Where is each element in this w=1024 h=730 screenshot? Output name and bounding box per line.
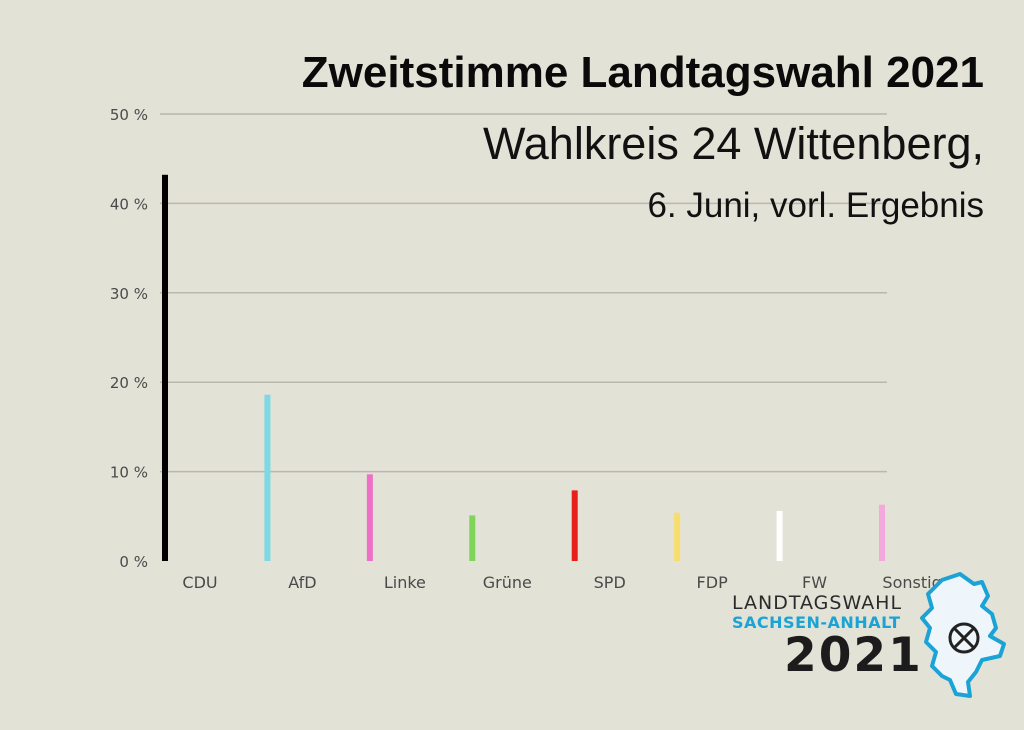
- bars: [162, 174, 885, 562]
- y-tick-label: 40 %: [110, 195, 148, 213]
- gridlines: [160, 113, 887, 473]
- logo-line-landtagswahl: LANDTAGSWAHL: [732, 592, 903, 614]
- bar-sonstige: [879, 504, 885, 561]
- x-tick-label: FDP: [697, 573, 729, 592]
- bar-fdp: [674, 512, 681, 561]
- bar-gr-ne: [469, 515, 476, 561]
- election-logo: LANDTAGSWAHL SACHSEN-ANHALT 2021: [724, 572, 1014, 702]
- sachsen-anhalt-map-icon: [920, 572, 1006, 698]
- x-tick-label: AfD: [288, 573, 316, 592]
- bar-spd: [571, 490, 578, 561]
- y-tick-label: 0 %: [119, 553, 148, 571]
- chart-title: Zweitstimme Landtagswahl 2021: [301, 48, 984, 97]
- x-tick-label: SPD: [594, 573, 626, 592]
- y-tick-label: 50 %: [110, 106, 148, 124]
- bar-linke: [366, 474, 373, 561]
- y-tick-label: 10 %: [110, 464, 148, 482]
- y-axis-ticks: 0 % 10 % 20 % 30 % 40 % 50 %: [110, 106, 148, 571]
- logo-line-year: 2021: [784, 628, 923, 683]
- bar-fw: [776, 510, 783, 561]
- logo-line-sachsen-anhalt: SACHSEN-ANHALT: [732, 613, 901, 632]
- y-tick-label: 30 %: [110, 285, 148, 303]
- y-tick-label: 20 %: [110, 374, 148, 392]
- bar-cdu: [162, 174, 168, 562]
- chart-subtitle: Wahlkreis 24 Wittenberg,: [482, 118, 984, 169]
- x-axis-ticks: CDU AfD Linke Grüne SPD FDP FW Sonstige: [182, 573, 951, 592]
- x-tick-label: FW: [802, 573, 827, 592]
- bar-afd: [264, 394, 271, 561]
- x-tick-label: CDU: [182, 573, 217, 592]
- x-tick-label: Grüne: [483, 573, 532, 592]
- chart-subtitle-date: 6. Juni, vorl. Ergebnis: [647, 186, 984, 225]
- x-tick-label: Linke: [384, 573, 426, 592]
